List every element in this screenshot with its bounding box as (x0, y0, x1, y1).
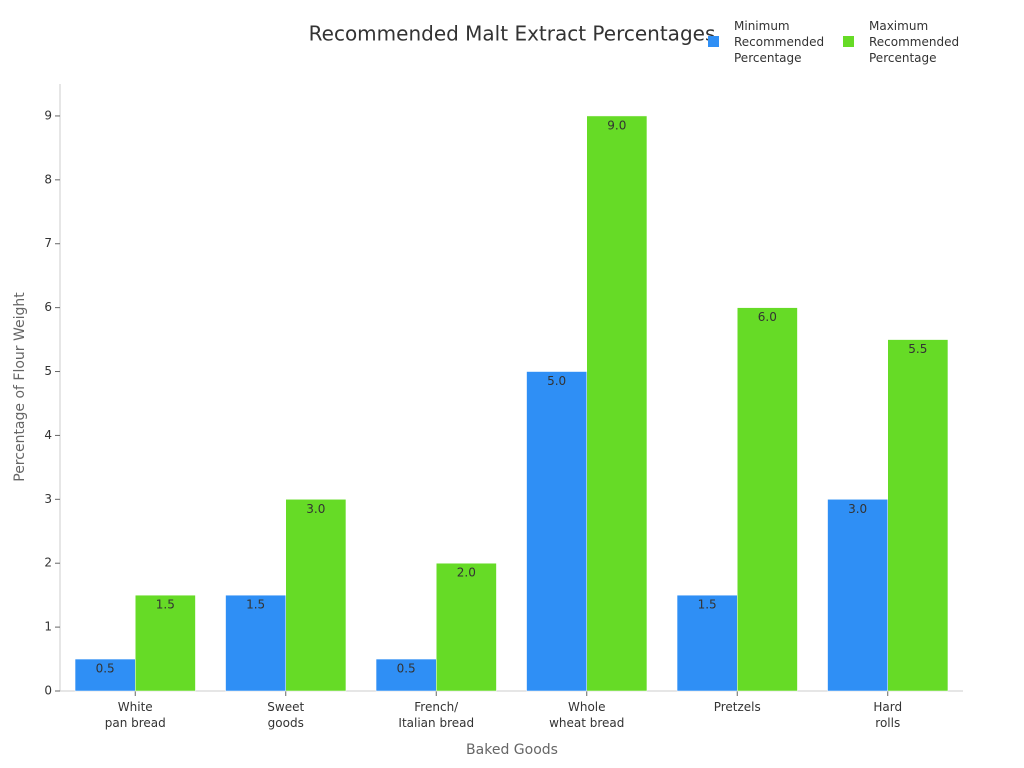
x-tick-label: French/ Italian bread (398, 700, 475, 730)
bar (285, 499, 347, 692)
y-tick-label: 4 (44, 428, 52, 442)
bar (827, 499, 888, 692)
value-label: 5.5 (908, 342, 927, 356)
x-tick-label: Sweet goods (267, 700, 305, 730)
x-axis-label: Baked Goods (466, 742, 558, 758)
bar (74, 658, 136, 692)
y-tick-label: 2 (44, 556, 52, 570)
legend-label: Maximum Recommended Percentage (869, 19, 960, 65)
value-label: 0.5 (397, 662, 416, 676)
bar (436, 562, 497, 692)
y-tick-label: 5 (44, 364, 52, 378)
x-tick-label: White pan bread (104, 700, 166, 730)
x-tick-label: Hard rolls (873, 700, 903, 730)
y-tick-label: 8 (44, 172, 52, 186)
x-tick-label: Pretzels (713, 700, 761, 714)
y-tick-label: 6 (44, 300, 52, 314)
y-axis-label: Percentage of Flour Weight (12, 292, 28, 482)
y-tick-label: 0 (44, 684, 52, 698)
value-label: 1.5 (156, 598, 175, 612)
value-label: 3.0 (306, 502, 325, 516)
legend-swatch (708, 36, 719, 47)
value-label: 9.0 (607, 118, 626, 132)
value-label: 6.0 (758, 310, 777, 324)
bar (887, 339, 949, 692)
bar (375, 658, 437, 692)
bar (586, 115, 648, 692)
chart-title: Recommended Malt Extract Percentages (309, 22, 716, 46)
value-label: 1.5 (246, 598, 265, 612)
x-tick-label: Whole wheat bread (549, 700, 625, 730)
y-tick-label: 9 (44, 108, 52, 122)
value-label: 2.0 (457, 566, 476, 580)
bar (737, 307, 798, 692)
value-label: 5.0 (547, 374, 566, 388)
value-label: 0.5 (96, 662, 115, 676)
legend-label: Minimum Recommended Percentage (734, 19, 825, 65)
legend-swatch (843, 36, 854, 47)
y-tick-label: 7 (44, 236, 52, 250)
bar (135, 594, 196, 692)
bar (225, 594, 287, 692)
y-tick-label: 3 (44, 492, 52, 506)
value-label: 1.5 (698, 598, 717, 612)
bar (526, 371, 587, 692)
y-tick-label: 1 (44, 620, 52, 634)
value-label: 3.0 (848, 502, 867, 516)
